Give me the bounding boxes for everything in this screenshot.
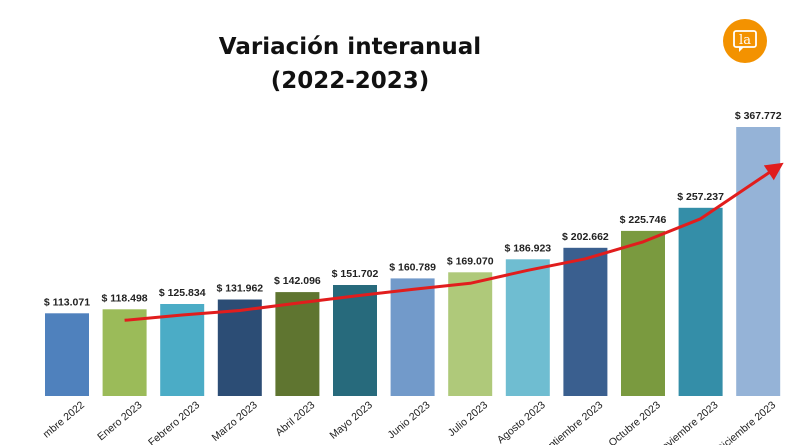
value-label-5: $ 151.702 [332, 268, 379, 280]
value-label-4: $ 142.096 [274, 275, 321, 287]
logo-bubble-tail [739, 47, 744, 52]
tick-label-12: Diciembre 2023 [714, 399, 778, 445]
la-logo-icon: la [723, 19, 767, 63]
tick-label-6: Junio 2023 [385, 399, 432, 441]
value-label-2: $ 125.834 [159, 287, 206, 299]
value-label-0: $ 113.071 [44, 296, 90, 308]
bar-12 [736, 127, 781, 396]
bar-8 [505, 259, 550, 396]
value-label-1: $ 118.498 [102, 292, 148, 304]
tick-label-0: mbre 2022 [41, 399, 87, 441]
tick-label-11: Noviembre 2023 [654, 399, 721, 445]
value-label-11: $ 257.237 [677, 191, 724, 203]
value-label-12: $ 367.772 [735, 110, 782, 122]
chart-title-line-1: Variación interanual [218, 34, 482, 60]
bar-2 [160, 304, 205, 396]
bar-3 [217, 299, 262, 396]
chart-title: Variación interanual (2022-2023) [0, 30, 700, 98]
logo-text: la [739, 33, 751, 48]
bar-10 [621, 230, 665, 396]
bar-1 [102, 309, 147, 396]
trend-line-group [124, 162, 784, 322]
tick-label-1: Enero 2023 [95, 399, 144, 443]
bars-group [45, 127, 781, 396]
value-label-6: $ 160.789 [389, 261, 436, 273]
tick-label-8: Agosto 2023 [495, 399, 548, 445]
value-label-3: $ 131.962 [216, 283, 263, 295]
value-label-9: $ 202.662 [562, 231, 609, 243]
logo-circle [723, 19, 767, 63]
tick-label-10: Octubre 2023 [606, 399, 663, 445]
bar-0 [45, 313, 89, 396]
tick-label-9: Septiembre 2023 [536, 399, 605, 445]
value-label-10: $ 225.746 [620, 214, 667, 226]
bar-6 [390, 278, 435, 396]
tick-label-2: Febrero 2023 [146, 399, 202, 445]
tick-label-3: Marzo 2023 [210, 399, 260, 444]
value-label-8: $ 186.923 [504, 242, 551, 254]
value-label-7: $ 169.070 [447, 255, 494, 267]
bar-11 [678, 207, 723, 396]
logo-bubble [733, 30, 757, 48]
trend-arrow-line [124, 162, 784, 322]
tick-label-7: Julio 2023 [446, 399, 491, 439]
value-labels-group: $ 113.071 $ 118.498 $ 125.834 $ 131.962 $ 14… [44, 110, 782, 308]
chart-title-line-2: (2022-2023) [270, 68, 430, 94]
tick-label-5: Mayo 2023 [327, 399, 375, 442]
bar-5 [333, 285, 377, 396]
bar-9 [563, 247, 608, 396]
tick-label-4: Abril 2023 [273, 399, 317, 439]
bar-4 [275, 292, 320, 396]
bar-7 [448, 272, 493, 396]
tick-labels-group: mbre 2022 Enero 2023 Febrero 2023 Marzo 202… [41, 399, 778, 445]
